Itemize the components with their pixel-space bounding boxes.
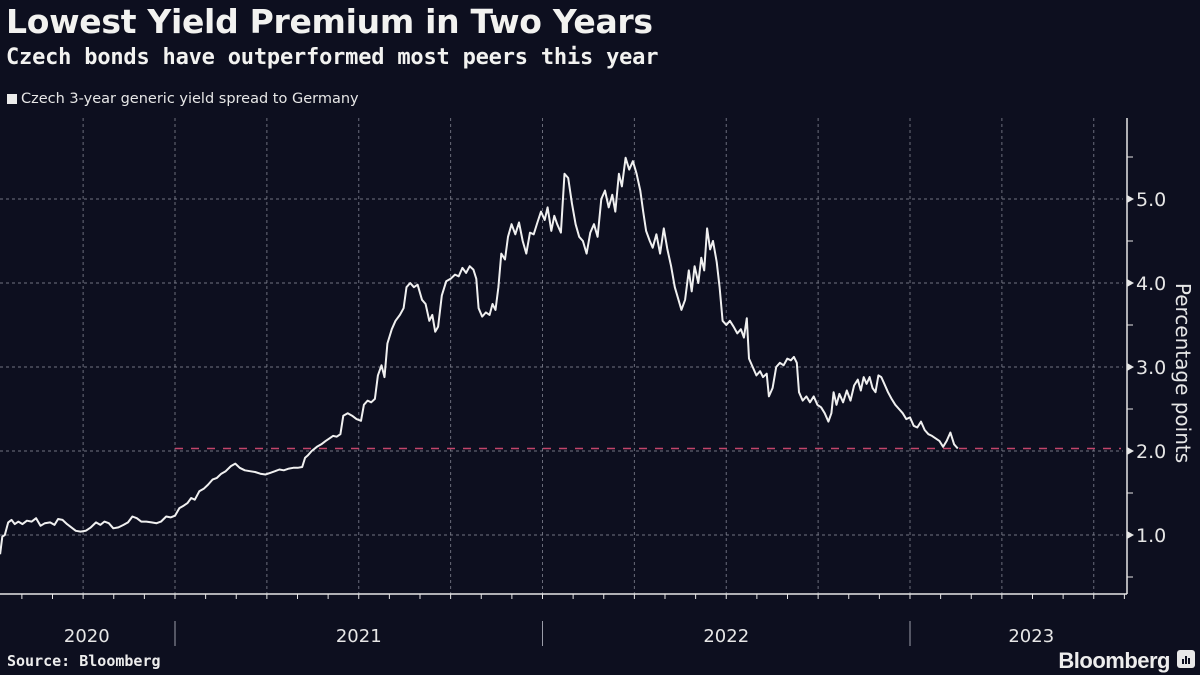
y-tick-label: 2.0 [1136, 441, 1166, 463]
y-tick-label: 1.0 [1136, 525, 1166, 547]
x-year-label: 2020 [64, 626, 110, 647]
y-tick-label: 5.0 [1136, 189, 1166, 211]
legend-swatch [7, 94, 17, 104]
axes [0, 118, 1134, 646]
y-tick-label: 4.0 [1136, 273, 1166, 295]
y-tick [1127, 531, 1134, 539]
series-line [0, 156, 959, 555]
y-tick [1127, 447, 1134, 455]
legend-label: Czech 3-year generic yield spread to Ger… [21, 91, 359, 107]
gridlines [0, 118, 1123, 594]
brand-logo: Bloomberg [1058, 648, 1170, 673]
source-note: Source: Bloomberg [7, 652, 161, 670]
y-axis-label: Percentage points [1171, 283, 1195, 463]
chart-title: Lowest Yield Premium in Two Years [6, 2, 653, 41]
y-tick [1127, 195, 1134, 203]
x-year-label: 2021 [336, 626, 382, 647]
x-year-label: 2023 [1008, 626, 1054, 647]
chart-subtitle: Czech bonds have outperformed most peers… [6, 45, 659, 70]
legend: Czech 3-year generic yield spread to Ger… [7, 91, 359, 107]
y-tick-label: 3.0 [1136, 357, 1166, 379]
y-tick [1127, 363, 1134, 371]
axis-labels: 1.0 2.0 3.0 4.0 5.0 2020 2021 2022 2023 [64, 189, 1166, 647]
y-tick [1127, 279, 1134, 287]
x-year-label: 2022 [703, 626, 749, 647]
bloomberg-chart-icon [1177, 650, 1195, 668]
